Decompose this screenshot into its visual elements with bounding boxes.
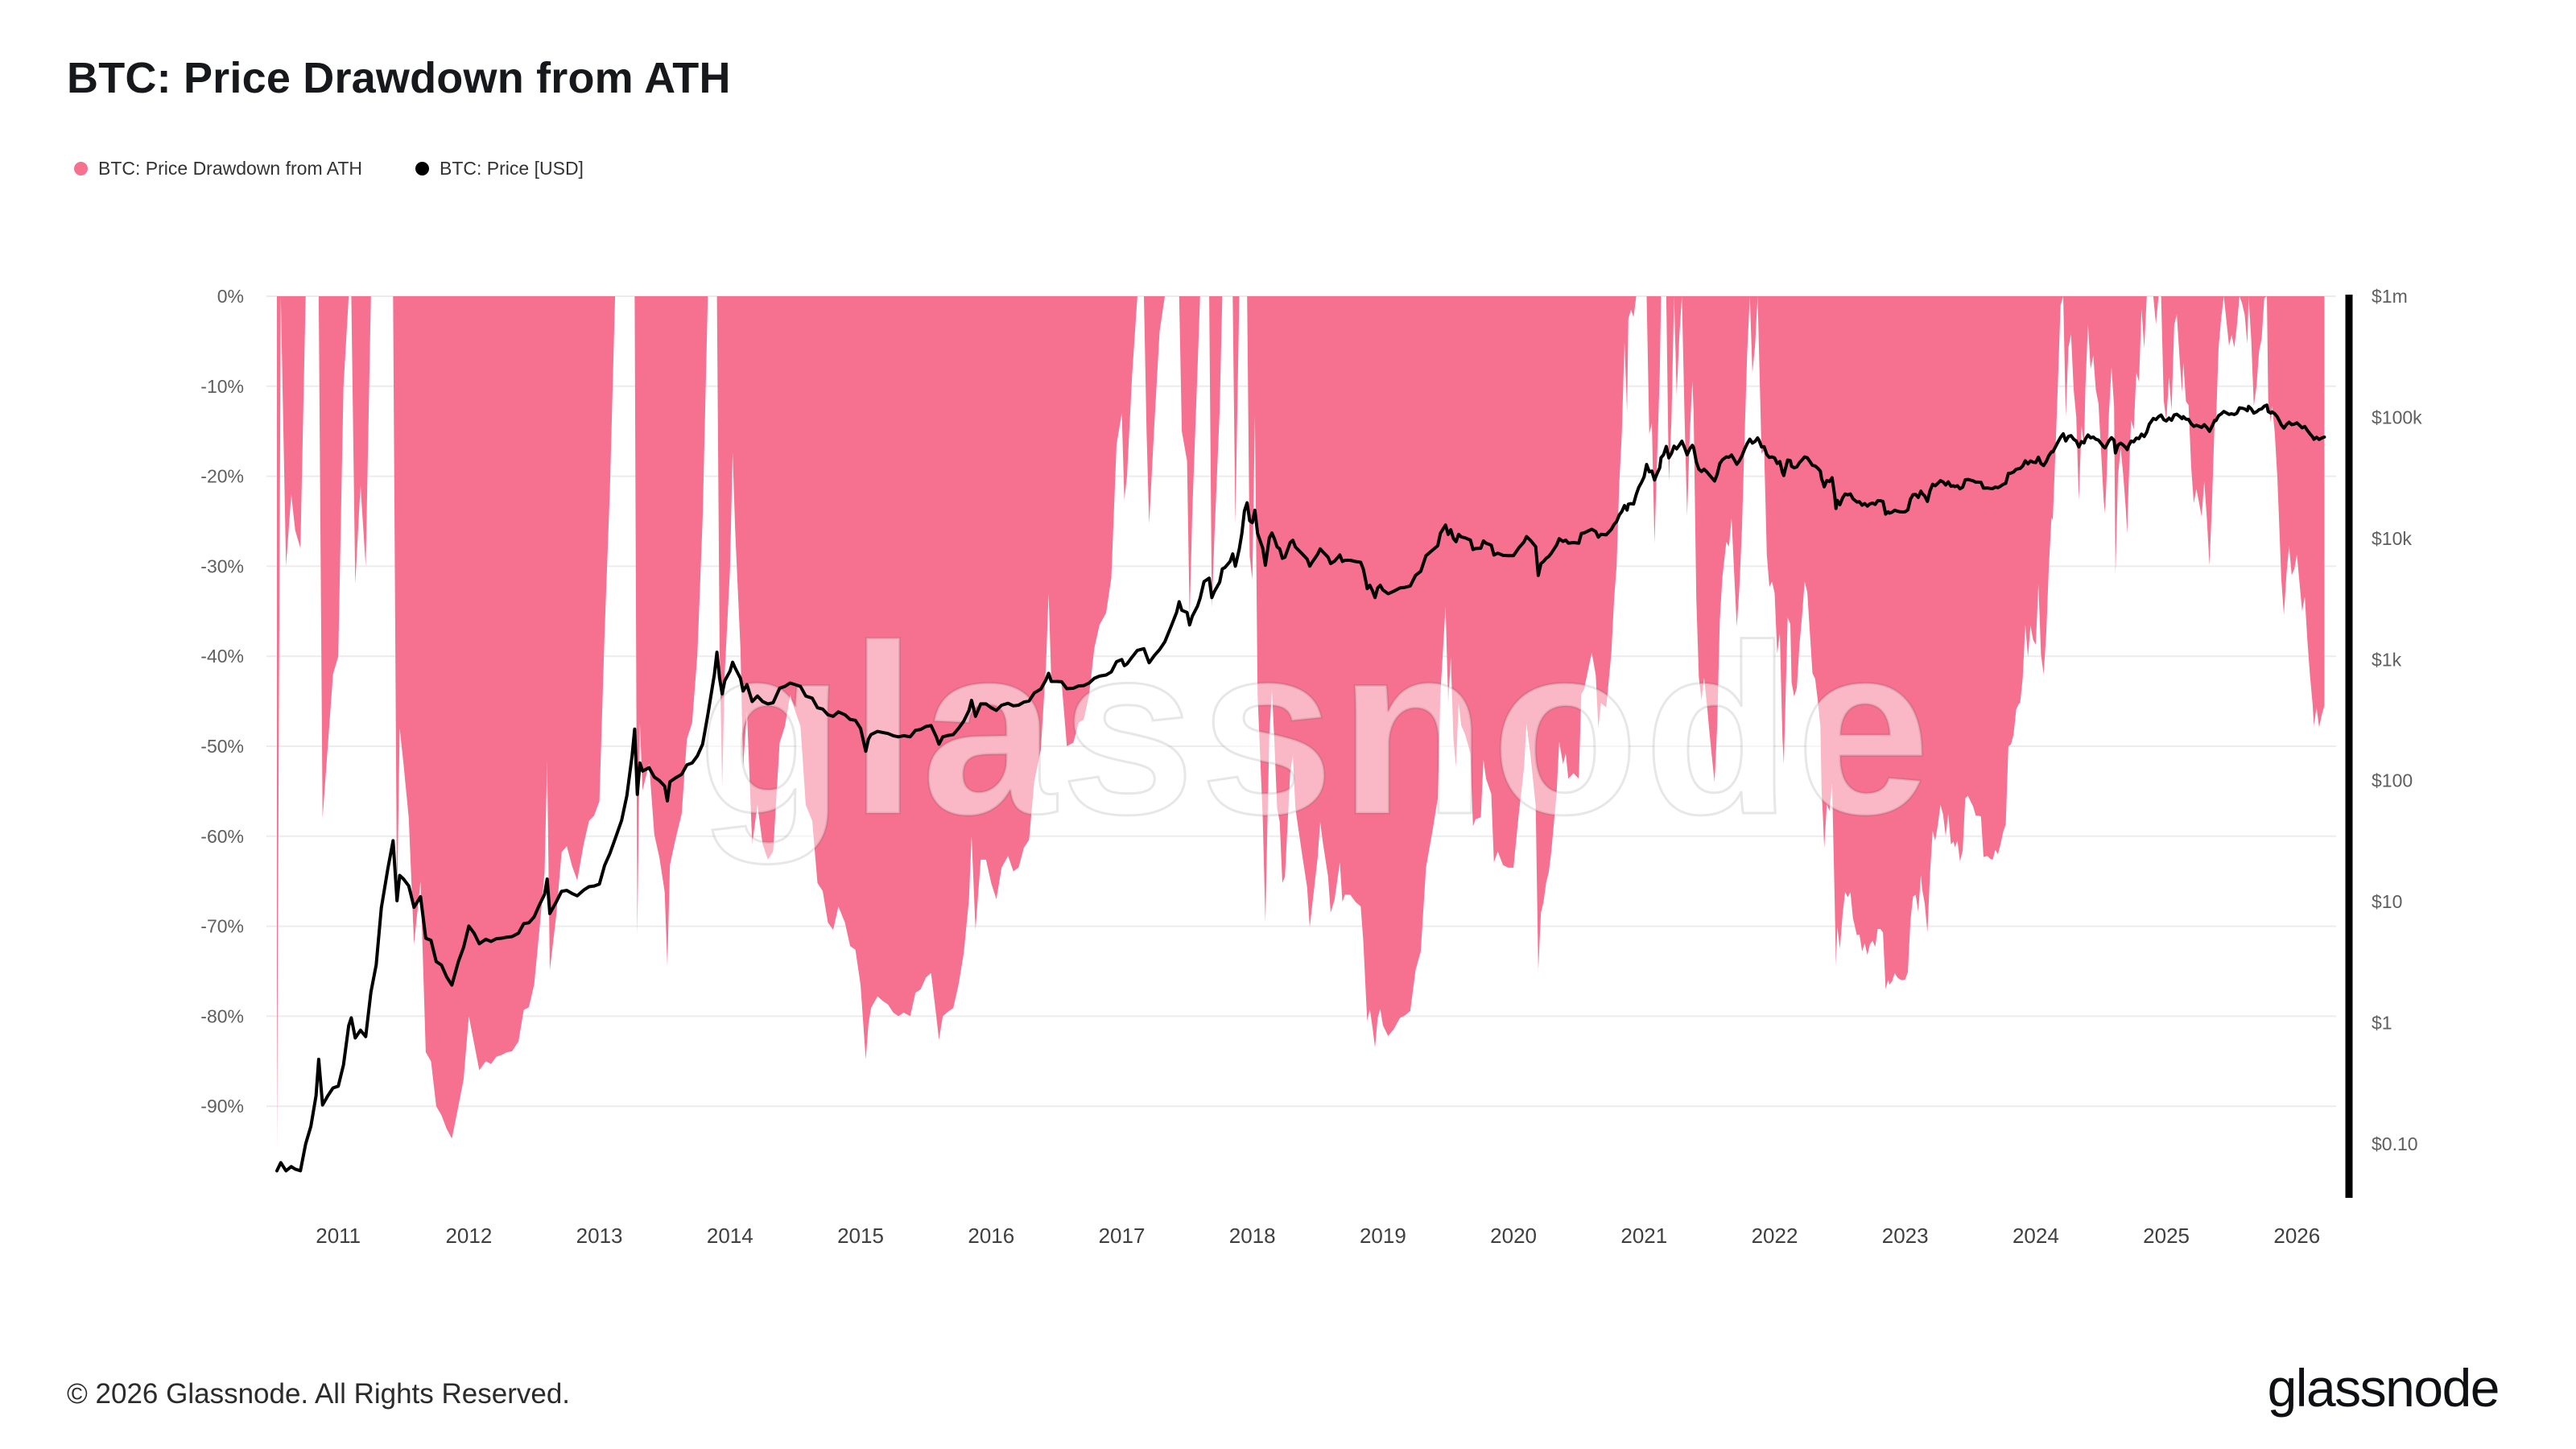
x-axis-tick-label: 2021 — [1620, 1224, 1667, 1248]
price-axis-tick-label: $1 — [2372, 1013, 2392, 1034]
drawdown-axis-tick-label: -30% — [200, 555, 244, 576]
drawdown-axis-tick-label: -50% — [200, 736, 244, 757]
price-axis-tick-label: $10k — [2372, 528, 2412, 549]
drawdown-axis-tick-label: 0% — [217, 286, 244, 307]
x-axis-tick-label: 2024 — [2013, 1224, 2059, 1248]
x-axis-tick-label: 2023 — [1882, 1224, 1929, 1248]
drawdown-axis-tick-label: -20% — [200, 466, 244, 487]
x-axis-tick-label: 2014 — [707, 1224, 753, 1248]
drawdown-axis-tick-label: -80% — [200, 1005, 244, 1026]
chart-legend: BTC: Price Drawdown from ATH BTC: Price … — [74, 158, 584, 180]
drawdown-axis-tick-label: -10% — [200, 376, 244, 397]
watermark: glassnode — [697, 594, 1935, 866]
price-axis-tick-label: $1m — [2372, 286, 2408, 307]
glassnode-logo: glassnode — [2267, 1358, 2500, 1418]
page-title: BTC: Price Drawdown from ATH — [67, 54, 731, 102]
legend-label-price: BTC: Price [USD] — [440, 158, 584, 179]
copyright-text: © 2026 Glassnode. All Rights Reserved. — [67, 1378, 571, 1410]
legend-item-drawdown[interactable]: BTC: Price Drawdown from ATH — [74, 158, 362, 180]
x-axis-tick-label: 2018 — [1229, 1224, 1276, 1248]
x-axis-tick-label: 2012 — [445, 1224, 492, 1248]
x-axis-tick-label: 2022 — [1752, 1224, 1798, 1248]
x-axis-tick-label: 2013 — [576, 1224, 623, 1248]
x-axis-tick-label: 2026 — [2273, 1224, 2320, 1248]
drawdown-axis-tick-label: -70% — [200, 916, 244, 937]
x-axis-tick-label: 2017 — [1099, 1224, 1146, 1248]
legend-label-drawdown: BTC: Price Drawdown from ATH — [98, 158, 363, 179]
drawdown-area-series[interactable] — [277, 296, 2325, 1152]
x-axis-tick-label: 2019 — [1360, 1224, 1406, 1248]
price-axis-tick-label: $100k — [2372, 407, 2422, 427]
drawdown-axis-tick-label: -60% — [200, 826, 244, 847]
price-axis-tick-label: $0.10 — [2372, 1133, 2418, 1154]
x-axis-tick-label: 2015 — [837, 1224, 884, 1248]
legend-swatch-drawdown-icon — [74, 162, 88, 175]
x-axis-tick-label: 2020 — [1490, 1224, 1537, 1248]
x-axis-tick-label: 2011 — [316, 1224, 361, 1248]
legend-swatch-price-icon — [415, 162, 430, 175]
price-line-series[interactable] — [275, 403, 2326, 1173]
legend-item-price[interactable]: BTC: Price [USD] — [415, 158, 584, 180]
drawdown-axis-tick-label: -90% — [200, 1096, 244, 1117]
price-axis-tick-label: $10 — [2372, 891, 2402, 912]
price-axis-tick-label: $100 — [2372, 770, 2413, 791]
price-axis-tick-label: $1k — [2372, 649, 2402, 670]
x-axis-tick-label: 2016 — [968, 1224, 1014, 1248]
x-axis-tick-label: 2025 — [2143, 1224, 2190, 1248]
drawdown-axis-tick-label: -40% — [200, 646, 244, 667]
